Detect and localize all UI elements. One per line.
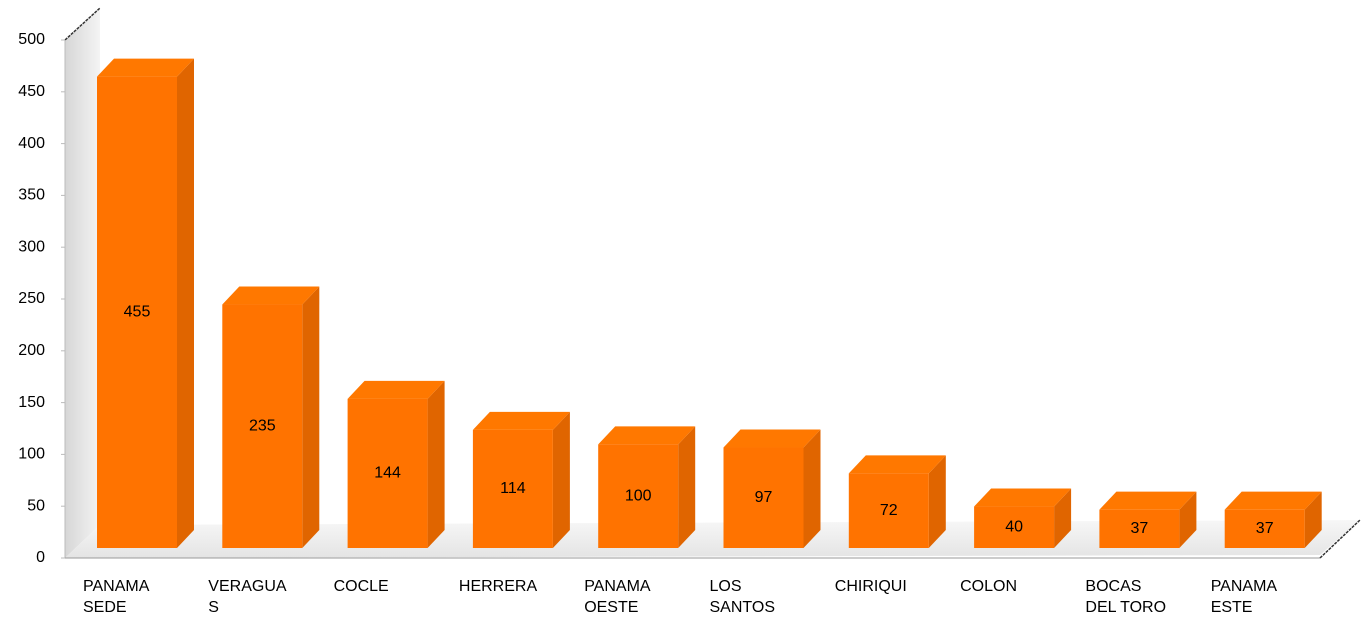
x-tick-label: VERAGUA S [208, 578, 287, 616]
data-label: 37 [1131, 520, 1149, 537]
bar [848, 455, 946, 548]
x-tick-label: BOCAS DEL TORO [1085, 578, 1166, 616]
y-tick-label: 500 [18, 31, 45, 48]
bar [347, 380, 445, 548]
bar-front [598, 444, 679, 548]
bar-top [598, 426, 696, 445]
y-tick-label: 350 [18, 187, 45, 204]
bar-side [1179, 491, 1197, 548]
bar-side [678, 426, 696, 548]
bar-front [222, 304, 303, 548]
bar-front [974, 506, 1055, 548]
x-tick-label: PANAMA ESTE [1211, 578, 1278, 616]
data-label: 72 [880, 502, 898, 519]
bar-top [222, 286, 320, 305]
bar-top [472, 411, 570, 430]
bar-top [848, 455, 946, 474]
x-tick-label: COCLE [334, 578, 389, 595]
data-label: 37 [1256, 520, 1274, 537]
x-tick-label: LOS SANTOS [710, 578, 776, 616]
y-tick-label: 200 [18, 342, 45, 359]
bar-top [1099, 491, 1197, 510]
x-tick-label: PANAMA SEDE [83, 578, 150, 616]
data-label: 97 [755, 489, 773, 506]
floor-edge [1319, 519, 1361, 559]
bar [472, 411, 570, 548]
y-tick-label: 300 [18, 238, 45, 255]
back-wall [65, 8, 100, 558]
x-tick-label: COLON [960, 578, 1017, 595]
bar-front [1224, 509, 1305, 548]
y-tick-label: 100 [18, 446, 45, 463]
bar-side [427, 380, 445, 548]
bar-front [472, 429, 553, 548]
bar [598, 426, 696, 548]
y-tick-label: 150 [18, 394, 45, 411]
x-tick-label: CHIRIQUI [835, 578, 907, 595]
x-tick-label: HERRERA [459, 578, 538, 595]
bar-front [723, 447, 804, 548]
bar-top [1224, 491, 1322, 510]
y-tick-label: 250 [18, 290, 45, 307]
data-label: 455 [124, 304, 151, 321]
bar-side [928, 455, 946, 548]
y-tick-label: 50 [27, 497, 45, 514]
bar-top [97, 58, 194, 77]
data-label: 40 [1005, 518, 1023, 535]
y-tick-label: 0 [36, 549, 45, 566]
bar-top [347, 380, 445, 399]
bar-side [177, 58, 194, 549]
bar [1099, 491, 1197, 548]
data-label: 114 [500, 480, 526, 497]
bar-side [552, 411, 570, 548]
bar-side [1304, 491, 1322, 548]
bar-top [974, 488, 1072, 507]
bar-front [347, 398, 428, 548]
data-label: 235 [249, 417, 276, 434]
bar-front [1099, 509, 1180, 548]
y-tick-label: 400 [18, 135, 45, 152]
bar-front [97, 76, 177, 549]
bar [723, 429, 821, 548]
bar [974, 488, 1072, 548]
bar [222, 286, 320, 548]
bar [97, 58, 194, 549]
bar-side [803, 429, 821, 548]
y-tick-label: 450 [18, 83, 45, 100]
bar [1224, 491, 1322, 548]
bar-top [723, 429, 821, 448]
bar-side [302, 286, 320, 548]
data-label: 100 [625, 487, 652, 504]
data-label: 144 [374, 465, 401, 482]
bar-side [1054, 488, 1072, 548]
x-tick-label: PANAMA OESTE [584, 578, 651, 616]
bar-front [848, 473, 929, 548]
